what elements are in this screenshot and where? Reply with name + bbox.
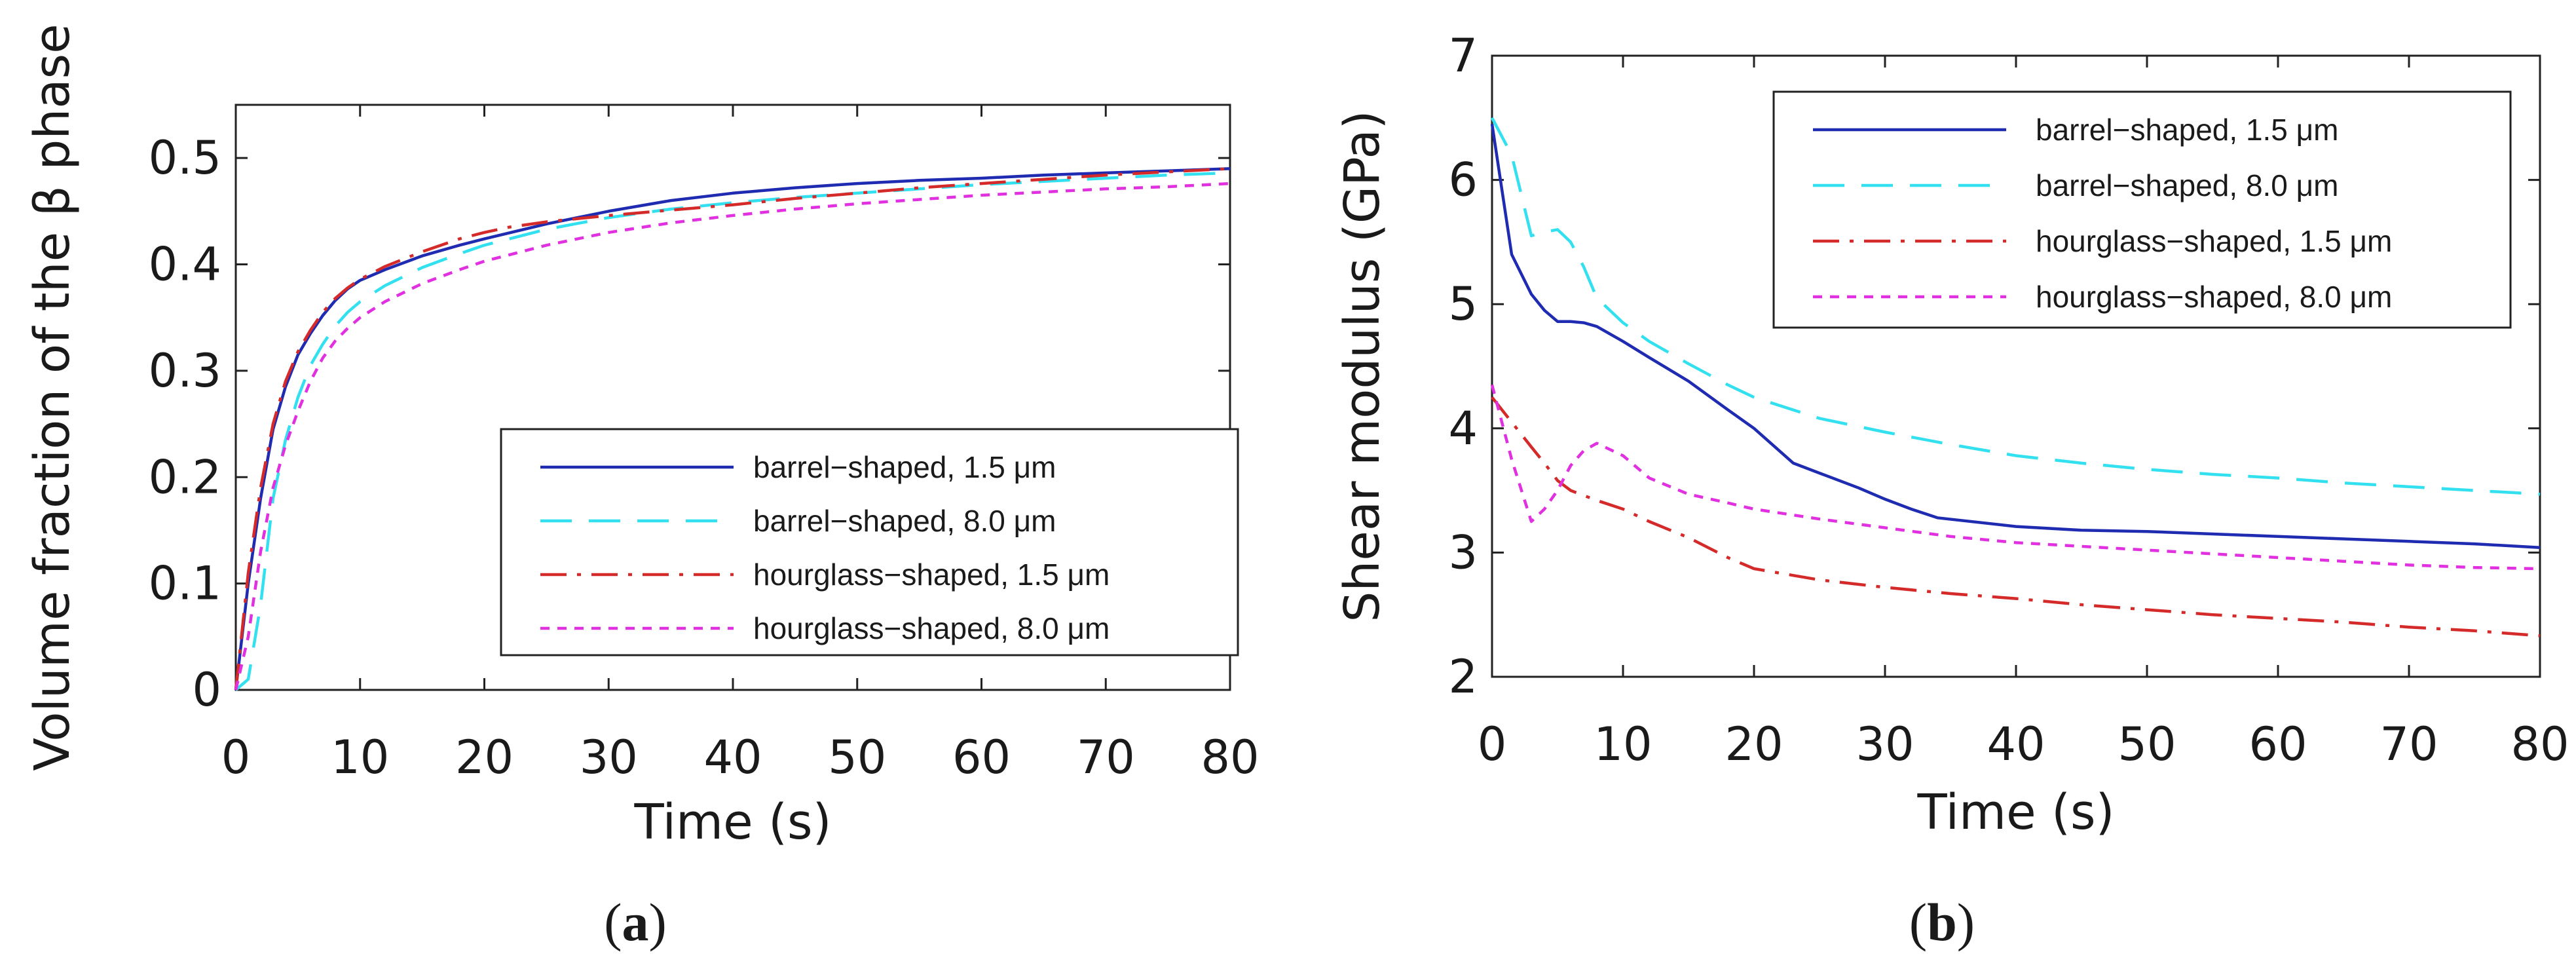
series-line-2: [234, 171, 1231, 691]
y-axis-label: Shear modulus (GPa): [1334, 110, 1391, 622]
panel-label-letter: a: [622, 892, 649, 952]
y-tick-label: 3: [1448, 525, 1478, 579]
x-axis-label: Time (s): [1917, 784, 2115, 841]
chart-panel-a: 0 10 20 30 40 50 60 70 80 0 0.1 0.2 0.3 0.4 0.5 Time (s…: [24, 24, 1260, 952]
x-tick-label: 20: [1725, 717, 1783, 771]
legend-label-4: hourglass−shaped, 8.0 μm: [2036, 280, 2392, 314]
y-tick-label: 4: [1448, 402, 1478, 455]
y-tick-label: 7: [1448, 29, 1478, 83]
panel-label-open: (: [604, 892, 622, 952]
y-tick-label: 0.2: [149, 450, 221, 504]
legend: barrel−shaped, 1.5 μm barrel−shaped, 8.0 …: [1772, 90, 2512, 329]
x-axis-label: Time (s): [634, 794, 832, 850]
legend-label-1: barrel−shaped, 1.5 μm: [753, 450, 1056, 484]
legend-label-2: barrel−shaped, 8.0 μm: [753, 504, 1056, 538]
x-tick-label: 80: [1201, 731, 1259, 784]
x-tick-label: 70: [2380, 717, 2438, 771]
series-line-1: [234, 167, 1231, 691]
y-axis-label: Volume fraction of the β phase: [24, 24, 81, 770]
y-tick-label: 0.3: [149, 344, 221, 398]
x-tick-label: 30: [1856, 717, 1914, 771]
legend-label-1: barrel−shaped, 1.5 μm: [2036, 113, 2339, 147]
x-tick-label: 40: [1987, 717, 2045, 771]
series-line-4: [1490, 384, 2541, 571]
x-tick-label: 40: [703, 731, 762, 784]
x-tick-label: 50: [828, 731, 886, 784]
series-line-1: [1490, 123, 2541, 550]
y-tick-label: 0.4: [149, 238, 221, 292]
legend-label-3: hourglass−shaped, 1.5 μm: [2036, 224, 2392, 258]
x-tick-label: 0: [1478, 717, 1507, 771]
panel-label: (a): [604, 892, 667, 952]
panel-label-letter: b: [1927, 892, 1957, 952]
x-tick-label: 0: [221, 731, 251, 784]
y-tick-label: 5: [1448, 277, 1478, 331]
x-tick-label: 70: [1077, 731, 1135, 784]
panel-label-open: (: [1909, 892, 1927, 952]
panel-label-close: ): [649, 892, 667, 952]
legend-label-2: barrel−shaped, 8.0 μm: [2036, 168, 2339, 202]
panel-label-close: ): [1957, 892, 1975, 952]
series-line-3: [1491, 396, 2541, 637]
y-tick-label: 0.5: [149, 131, 221, 185]
x-tick-label: 30: [580, 731, 638, 784]
chart-panel-b: 0 10 20 30 40 50 60 70 80 2 3 4 5 6 7 Time (s) Shear mod…: [1334, 29, 2569, 952]
y-tick-label: 0.1: [149, 557, 221, 611]
series-line-3: [234, 167, 1231, 691]
legend-label-3: hourglass−shaped, 1.5 μm: [753, 558, 1110, 592]
y-tick-label: 2: [1448, 650, 1478, 704]
x-tick-label: 60: [2249, 717, 2307, 771]
legend: barrel−shaped, 1.5 μm barrel−shaped, 8.0 …: [500, 428, 1239, 656]
series-line-4: [234, 181, 1231, 691]
y-tick-label: 6: [1448, 153, 1478, 207]
panel-label: (b): [1909, 892, 1975, 952]
x-tick-label: 10: [1594, 717, 1652, 771]
x-tick-label: 10: [331, 731, 389, 784]
x-tick-label: 50: [2118, 717, 2176, 771]
legend-label-4: hourglass−shaped, 8.0 μm: [753, 611, 1110, 645]
series-line-2: [1491, 117, 2541, 496]
y-tick-label: 0: [192, 663, 221, 717]
x-tick-label: 80: [2511, 717, 2569, 771]
x-tick-label: 60: [952, 731, 1011, 784]
x-tick-label: 20: [455, 731, 513, 784]
